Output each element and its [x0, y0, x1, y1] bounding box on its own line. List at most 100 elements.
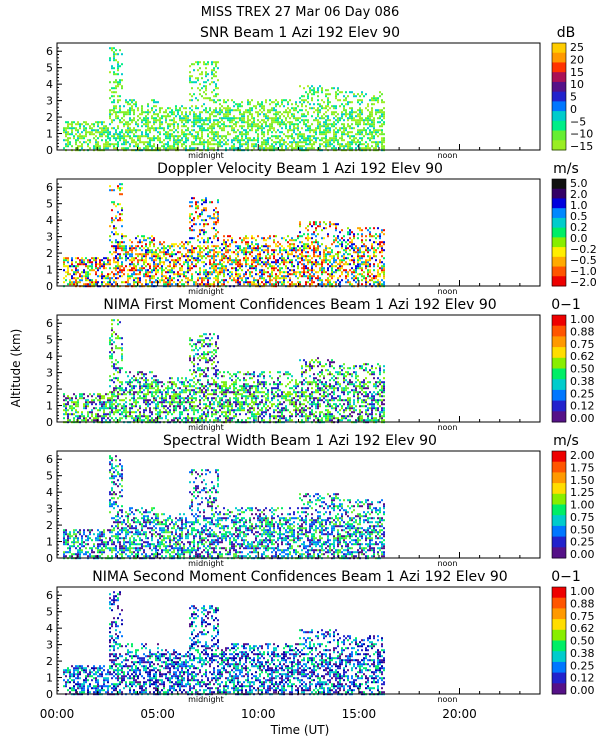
echo-cell	[285, 125, 287, 128]
echo-cell	[295, 145, 297, 148]
echo-cell	[131, 247, 133, 250]
echo-cell	[205, 241, 207, 244]
echo-cell	[83, 129, 85, 132]
echo-cell	[257, 235, 259, 238]
echo-cell	[101, 407, 103, 410]
x-ticks	[56, 144, 541, 150]
echo-cell	[263, 279, 265, 282]
echo-cell	[311, 93, 313, 96]
echo-cell	[165, 147, 167, 150]
echo-cell	[75, 403, 77, 406]
echo-cell	[193, 247, 195, 250]
echo-cell	[299, 231, 301, 234]
echo-cell	[109, 399, 111, 402]
echo-cell	[191, 245, 193, 248]
echo-cell	[301, 99, 303, 102]
echo-cell	[171, 277, 173, 280]
echo-cell	[347, 239, 349, 242]
echo-cell	[173, 263, 175, 266]
echo-cell	[319, 283, 321, 286]
echo-cell	[179, 281, 181, 284]
echo-cell	[311, 143, 313, 146]
echo-cell	[361, 279, 363, 282]
echo-cell	[229, 259, 231, 262]
echo-cell	[211, 129, 213, 132]
echo-cell	[185, 147, 187, 150]
echo-cell	[197, 251, 199, 254]
echo-cell	[375, 109, 377, 112]
echo-cell	[295, 101, 297, 104]
echo-cell	[141, 283, 143, 286]
echo-cell	[341, 261, 343, 264]
colorbar-segment	[552, 130, 566, 141]
echo-cell	[113, 245, 115, 248]
echo-cell	[269, 111, 271, 114]
echo-cell	[319, 109, 321, 112]
echo-cell	[289, 141, 291, 144]
echo-cell	[193, 121, 195, 124]
echo-cell	[89, 259, 91, 262]
echo-cell	[209, 271, 211, 274]
echo-cell	[223, 269, 225, 272]
echo-cell	[367, 255, 369, 258]
echo-cell	[113, 319, 115, 322]
echo-cell	[255, 267, 257, 270]
echo-cell	[345, 145, 347, 148]
colorbar-segment	[552, 237, 566, 248]
echo-cell	[329, 119, 331, 122]
echo-cell	[355, 245, 357, 248]
echo-cell	[221, 117, 223, 120]
echo-cell	[141, 133, 143, 136]
echo-cell	[195, 119, 197, 122]
echo-cell	[147, 275, 149, 278]
echo-cell	[71, 261, 73, 264]
echo-cell	[373, 137, 375, 140]
echo-cell	[227, 239, 229, 242]
echo-cell	[267, 143, 269, 146]
echo-cell	[109, 419, 111, 422]
echo-cell	[95, 145, 97, 148]
echo-cell	[325, 137, 327, 140]
echo-cell	[93, 283, 95, 286]
echo-cell	[351, 283, 353, 286]
echo-cell	[197, 117, 199, 120]
echo-cell	[159, 121, 161, 124]
echo-cell	[213, 259, 215, 262]
echo-cell	[83, 125, 85, 128]
echo-cell	[235, 275, 237, 278]
echo-cell	[111, 361, 113, 364]
echo-cell	[121, 79, 123, 82]
echo-cell	[291, 129, 293, 132]
echo-cell	[269, 263, 271, 266]
echo-cell	[265, 117, 267, 120]
echo-cell	[285, 251, 287, 254]
echo-cell	[319, 121, 321, 124]
echo-cell	[87, 143, 89, 146]
echo-cell	[231, 129, 233, 132]
echo-cell	[83, 393, 85, 396]
echo-cell	[131, 119, 133, 122]
echo-cell	[83, 271, 85, 274]
echo-cell	[211, 73, 213, 76]
echo-cell	[201, 237, 203, 240]
echo-cell	[147, 125, 149, 128]
echo-cell	[147, 283, 149, 286]
echo-cell	[213, 251, 215, 254]
echo-cell	[189, 205, 191, 208]
echo-cell	[349, 283, 351, 286]
echo-cell	[65, 139, 67, 142]
echo-cell	[107, 281, 109, 284]
echo-cell	[327, 97, 329, 100]
echo-cell	[95, 259, 97, 262]
echo-cell	[97, 267, 99, 270]
echo-cell	[339, 147, 341, 150]
echo-cell	[277, 135, 279, 138]
echo-cell	[351, 277, 353, 280]
echo-cell	[351, 147, 353, 150]
echo-cell	[231, 109, 233, 112]
echo-cell	[205, 273, 207, 276]
echo-cell	[91, 131, 93, 134]
echo-cell	[237, 253, 239, 256]
echo-cell	[323, 255, 325, 258]
echo-cell	[153, 123, 155, 126]
